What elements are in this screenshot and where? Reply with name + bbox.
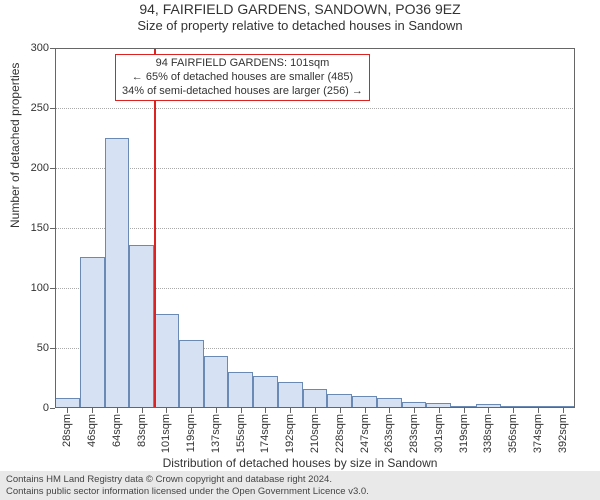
xtick-label: 174sqm: [259, 414, 271, 453]
xtick-label: 101sqm: [160, 414, 172, 453]
xtick-mark: [365, 408, 366, 413]
annotation-line-2: ← 65% of detached houses are smaller (48…: [122, 71, 363, 85]
xtick-label: 283sqm: [408, 414, 420, 453]
xtick-label: 28sqm: [61, 414, 73, 447]
xtick-mark: [92, 408, 93, 413]
xtick-mark: [488, 408, 489, 413]
ytick-label: 300: [9, 42, 49, 54]
chart-container: 94, FAIRFIELD GARDENS, SANDOWN, PO36 9EZ…: [0, 0, 600, 500]
xtick-mark: [67, 408, 68, 413]
xtick-mark: [117, 408, 118, 413]
ytick-label: 50: [9, 342, 49, 354]
xtick-label: 192sqm: [284, 414, 296, 453]
xtick-mark: [513, 408, 514, 413]
xtick-label: 247sqm: [359, 414, 371, 453]
copyright-line-2: Contains public sector information licen…: [6, 486, 594, 497]
xtick-mark: [166, 408, 167, 413]
xtick-label: 83sqm: [136, 414, 148, 447]
y-axis-label: Number of detached properties: [8, 63, 22, 228]
ytick-label: 200: [9, 162, 49, 174]
xtick-mark: [414, 408, 415, 413]
xtick-mark: [464, 408, 465, 413]
copyright-footer: Contains HM Land Registry data © Crown c…: [0, 471, 600, 500]
xtick-label: 119sqm: [185, 414, 197, 452]
xtick-label: 64sqm: [111, 414, 123, 447]
xtick-label: 374sqm: [532, 414, 544, 453]
ytick-label: 150: [9, 222, 49, 234]
annotation-line-1: 94 FAIRFIELD GARDENS: 101sqm: [122, 57, 363, 71]
xtick-mark: [241, 408, 242, 413]
xtick-mark: [265, 408, 266, 413]
xtick-mark: [315, 408, 316, 413]
xtick-mark: [142, 408, 143, 413]
xtick-label: 46sqm: [86, 414, 98, 447]
xtick-label: 210sqm: [309, 414, 321, 453]
xtick-label: 228sqm: [334, 414, 346, 453]
annotation-line-3: 34% of semi-detached houses are larger (…: [122, 85, 363, 99]
xtick-mark: [216, 408, 217, 413]
xtick-mark: [538, 408, 539, 413]
xtick-mark: [290, 408, 291, 413]
ytick-label: 250: [9, 102, 49, 114]
xtick-mark: [563, 408, 564, 413]
xtick-mark: [389, 408, 390, 413]
ytick-mark: [50, 408, 55, 409]
annotation-box: 94 FAIRFIELD GARDENS: 101sqm ← 65% of de…: [115, 54, 370, 101]
chart-area: 05010015020025030028sqm46sqm64sqm83sqm10…: [55, 48, 575, 408]
x-axis-label: Distribution of detached houses by size …: [0, 456, 600, 470]
page-subtitle: Size of property relative to detached ho…: [0, 18, 600, 33]
xtick-label: 392sqm: [557, 414, 569, 453]
xtick-label: 356sqm: [507, 414, 519, 453]
page-title: 94, FAIRFIELD GARDENS, SANDOWN, PO36 9EZ: [0, 0, 600, 18]
xtick-mark: [439, 408, 440, 413]
xtick-mark: [191, 408, 192, 413]
ytick-label: 100: [9, 282, 49, 294]
xtick-label: 155sqm: [235, 414, 247, 453]
xtick-label: 137sqm: [210, 414, 222, 453]
xtick-mark: [340, 408, 341, 413]
copyright-line-1: Contains HM Land Registry data © Crown c…: [6, 474, 594, 485]
xtick-label: 338sqm: [482, 414, 494, 453]
chart-border: [55, 48, 575, 408]
xtick-label: 263sqm: [383, 414, 395, 453]
xtick-label: 301sqm: [433, 414, 445, 453]
ytick-label: 0: [9, 402, 49, 414]
xtick-label: 319sqm: [458, 414, 470, 453]
